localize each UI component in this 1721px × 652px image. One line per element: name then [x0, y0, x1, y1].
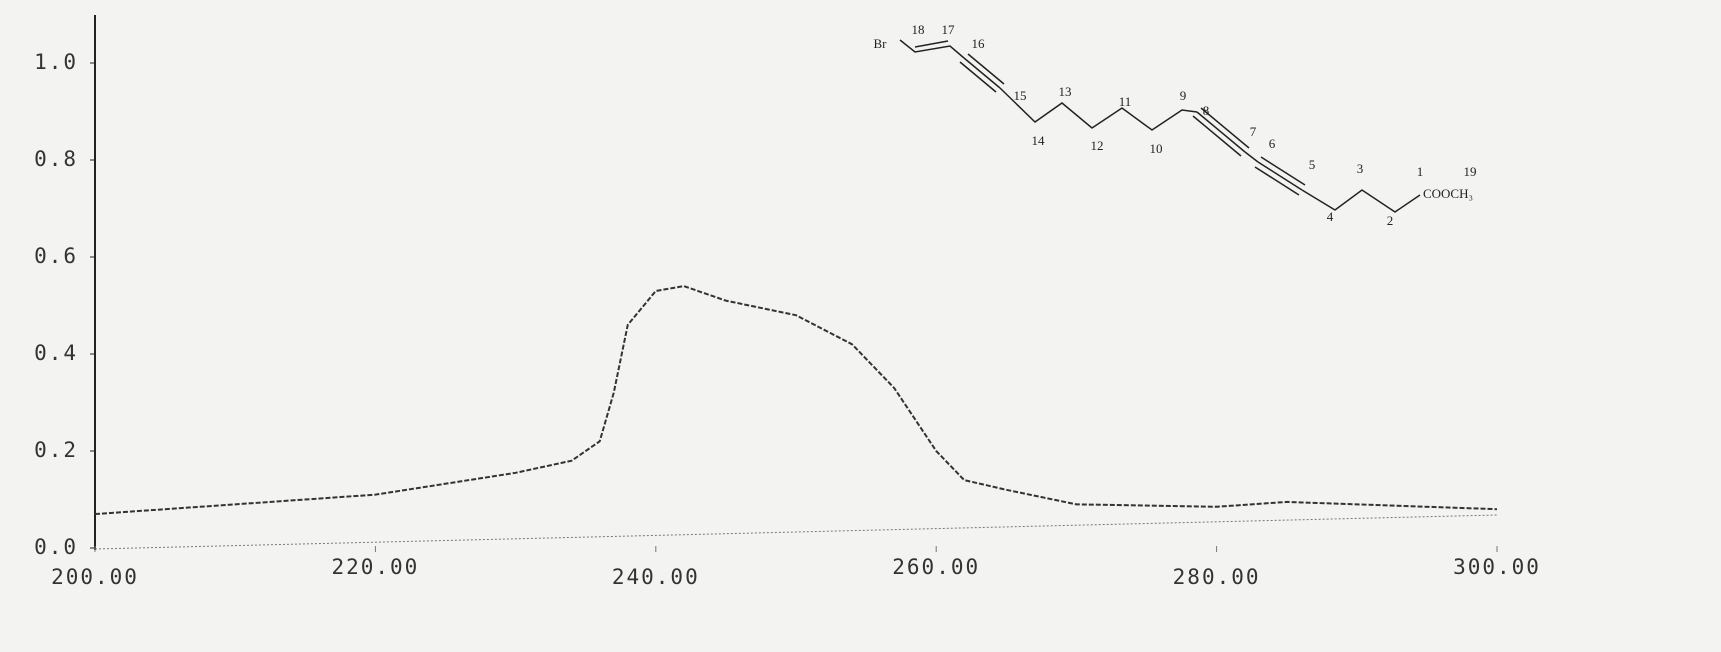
bond: [1257, 161, 1303, 191]
structure-label: 10: [1150, 141, 1163, 156]
bond: [1254, 166, 1300, 196]
x-tick-label: 300.00: [1453, 555, 1541, 579]
y-tick-label: 0.2: [34, 438, 78, 462]
structure-label: Br: [874, 36, 888, 51]
structure-label: 9: [1180, 88, 1187, 103]
bond: [967, 53, 1005, 85]
structure-label: 5: [1309, 157, 1316, 172]
structure-label: 15: [1014, 88, 1027, 103]
structure-label: 2: [1387, 213, 1394, 228]
x-tick-label: 260.00: [892, 555, 980, 579]
structure-label: 3: [1357, 161, 1364, 176]
structure-label: 18: [912, 22, 925, 37]
x-tick-label: 200.00: [51, 565, 139, 589]
structure-label: 11: [1119, 94, 1132, 109]
x-tick-label: 280.00: [1173, 565, 1261, 589]
bond: [959, 61, 997, 93]
structure: [899, 39, 1421, 213]
structure-label: 12: [1091, 138, 1104, 153]
baseline: [94, 514, 1498, 550]
structure-label: 7: [1250, 124, 1257, 139]
y-tick-label: 1.0: [34, 50, 78, 74]
structure-label: 17: [942, 22, 956, 37]
structure-label: 6: [1269, 136, 1276, 151]
bond: [899, 39, 965, 59]
structure-label: 13: [1059, 84, 1072, 99]
x-tick-label: 220.00: [331, 555, 419, 579]
bond: [963, 57, 1001, 89]
structure-label: 14: [1032, 133, 1046, 148]
bond: [1301, 189, 1421, 213]
bond: [1200, 107, 1250, 149]
bond: [914, 40, 949, 48]
bond: [1192, 115, 1242, 157]
structure-label: 8: [1203, 103, 1210, 118]
bond: [999, 87, 1198, 131]
y-tick-label: 0.6: [34, 244, 78, 268]
y-tick-label: 0.8: [34, 147, 78, 171]
y-tick-label: 0.4: [34, 341, 78, 365]
bond: [1260, 156, 1306, 186]
data-line: [94, 285, 1498, 516]
y-tick-label: 0.0: [34, 535, 78, 559]
structure-label: 1: [1417, 164, 1424, 179]
x-tick-label: 240.00: [612, 565, 700, 589]
bond: [1244, 151, 1259, 163]
bond: [1196, 111, 1246, 153]
structure-label: 19: [1464, 164, 1477, 179]
structure-label: 4: [1327, 209, 1334, 224]
structure-label: 16: [972, 36, 986, 51]
structure-label: COOCH₃: [1423, 186, 1473, 201]
